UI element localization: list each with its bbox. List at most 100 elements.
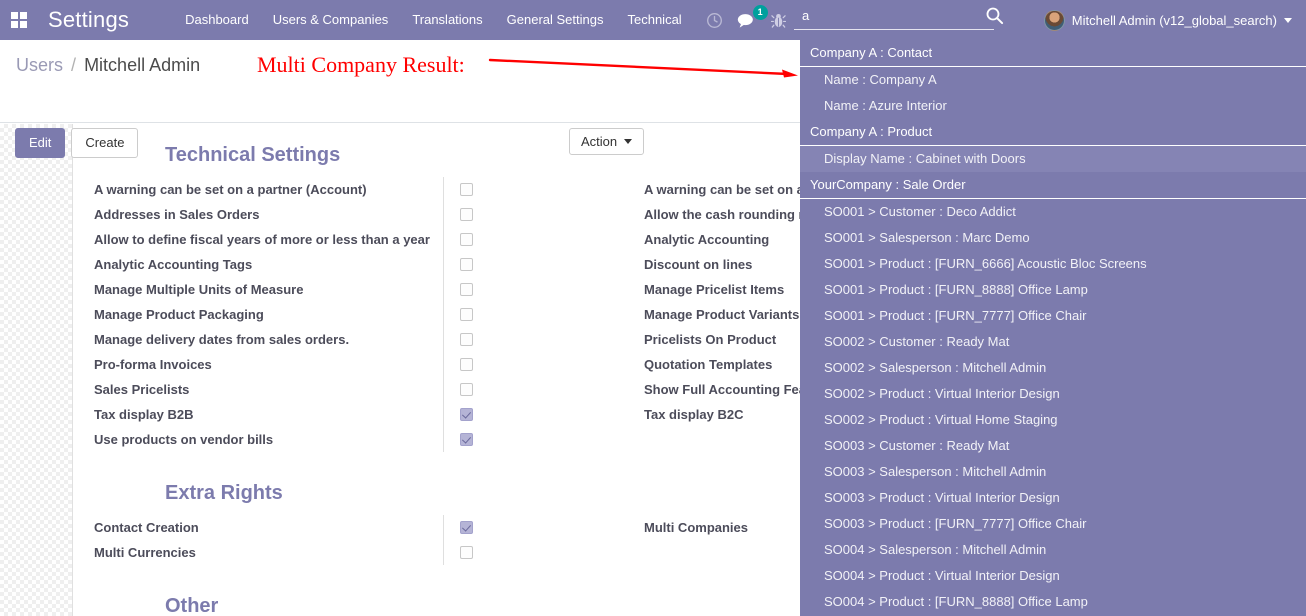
avatar — [1043, 9, 1065, 31]
global-search-input[interactable] — [794, 4, 994, 30]
column-left: A warning can be set on a partner (Accou… — [93, 177, 573, 452]
setting-checkbox[interactable] — [460, 308, 473, 321]
breadcrumb-current: Mitchell Admin — [84, 55, 201, 75]
checkbox-cell — [443, 515, 573, 540]
search-result-group-header[interactable]: Company A : Product — [800, 119, 1306, 146]
search-result-item[interactable]: SO001 > Salesperson : Marc Demo — [824, 230, 1030, 245]
setting-row: Use products on vendor bills — [93, 427, 573, 452]
setting-label: Sales Pricelists — [94, 382, 190, 397]
system-icons: 1 — [706, 4, 786, 29]
section-extra-rights: Contact Creation Multi Currencies Multi … — [73, 515, 1306, 573]
search-result-item[interactable]: SO001 > Product : [FURN_7777] Office Cha… — [824, 308, 1087, 323]
setting-checkbox[interactable] — [460, 283, 473, 296]
setting-checkbox[interactable] — [460, 208, 473, 221]
search-icon[interactable] — [985, 6, 1004, 25]
setting-row: Pro-forma Invoices — [93, 352, 573, 377]
setting-label: Addresses in Sales Orders — [94, 207, 260, 222]
setting-label: Manage Pricelist Items — [644, 282, 785, 297]
user-menu-label: Mitchell Admin (v12_global_search) — [1071, 12, 1277, 28]
setting-label: Pricelists On Product — [644, 332, 777, 347]
setting-checkbox[interactable] — [460, 408, 473, 421]
record-buttons: Edit Create — [15, 128, 139, 158]
setting-label: Manage delivery dates from sales orders. — [94, 332, 350, 347]
menu-item-technical[interactable]: Technical — [627, 12, 682, 27]
apps-grid-icon[interactable] — [4, 0, 34, 40]
setting-label: Manage Multiple Units of Measure — [94, 282, 304, 297]
setting-checkbox[interactable] — [460, 233, 473, 246]
search-result-item[interactable]: SO004 > Product : Virtual Interior Desig… — [824, 568, 1060, 583]
breadcrumb-parent[interactable]: Users — [16, 55, 64, 75]
menu-item-general-settings[interactable]: General Settings — [506, 12, 604, 27]
chevron-down-icon — [1284, 17, 1292, 23]
search-result-item[interactable]: SO001 > Product : [FURN_8888] Office Lam… — [824, 282, 1088, 297]
setting-label: Manage Product Packaging — [94, 307, 264, 322]
menu-item-dashboard[interactable]: Dashboard — [185, 12, 249, 27]
global-search-box — [794, 4, 1032, 34]
search-result-item[interactable]: SO003 > Product : Virtual Interior Desig… — [824, 490, 1060, 505]
setting-row: A warning can be set on a partner (Accou… — [93, 177, 573, 202]
search-result-item[interactable]: SO002 > Customer : Ready Mat — [824, 334, 1010, 349]
search-result-item[interactable]: SO002 > Product : Virtual Interior Desig… — [824, 386, 1060, 401]
setting-label: A warning can be set on a partner (Accou… — [94, 182, 367, 197]
setting-label: Discount on lines — [644, 257, 753, 272]
activity-clock-icon[interactable] — [706, 12, 723, 29]
setting-row: Manage delivery dates from sales orders. — [93, 327, 573, 352]
search-result-item[interactable]: SO003 > Salesperson : Mitchell Admin — [824, 464, 1047, 479]
create-button[interactable]: Create — [71, 128, 139, 158]
setting-checkbox[interactable] — [460, 383, 473, 396]
search-result-item[interactable]: SO002 > Salesperson : Mitchell Admin — [824, 360, 1047, 375]
search-result-group-header[interactable]: Company A : Contact — [800, 40, 1306, 67]
section-title-technical-settings: Technical Settings — [165, 144, 341, 166]
user-menu[interactable]: Mitchell Admin (v12_global_search) — [1038, 0, 1298, 40]
menu-item-translations[interactable]: Translations — [412, 12, 483, 27]
global-search-results-dropdown: Company A : Contact Name : Company A Nam… — [800, 40, 1306, 616]
search-result-group-header[interactable]: YourCompany : Sale Order — [800, 172, 1306, 199]
messaging-bubble-icon[interactable]: 1 — [737, 4, 768, 29]
debug-bug-icon[interactable] — [770, 12, 786, 29]
setting-checkbox[interactable] — [460, 333, 473, 346]
checkbox-cell — [443, 277, 573, 302]
setting-label: Show Full Accounting Features — [644, 382, 838, 397]
search-result-item[interactable]: Display Name : Cabinet with Doors — [800, 146, 1306, 172]
search-result-item[interactable]: SO003 > Product : [FURN_7777] Office Cha… — [824, 516, 1087, 531]
action-dropdown-button[interactable]: Action — [569, 128, 645, 155]
search-result-item[interactable]: Name : Company A — [824, 72, 937, 87]
setting-row: Sales Pricelists — [93, 377, 573, 402]
setting-row: Manage Multiple Units of Measure — [93, 277, 573, 302]
app-brand-title: Settings — [48, 7, 130, 32]
checkbox-cell — [443, 327, 573, 352]
search-result-item[interactable]: SO004 > Product : [FURN_8888] Office Lam… — [824, 594, 1088, 609]
setting-row: Addresses in Sales Orders — [93, 202, 573, 227]
top-navbar: Settings Dashboard Users & Companies Tra… — [0, 0, 1306, 40]
main-menu-bar: Dashboard Users & Companies Translations… — [173, 0, 694, 40]
setting-checkbox[interactable] — [460, 258, 473, 271]
setting-checkbox[interactable] — [460, 521, 473, 534]
breadcrumb: Users / Mitchell Admin — [16, 55, 200, 76]
search-result-item[interactable]: SO001 > Product : [FURN_6666] Acoustic B… — [824, 256, 1147, 271]
setting-checkbox[interactable] — [460, 546, 473, 559]
setting-checkbox[interactable] — [460, 183, 473, 196]
column-left: Contact Creation Multi Currencies — [93, 515, 573, 565]
checkbox-cell — [443, 427, 573, 452]
checkbox-cell — [443, 177, 573, 202]
search-result-item[interactable]: Name : Azure Interior — [824, 98, 947, 113]
caret-down-icon — [624, 139, 633, 144]
setting-checkbox[interactable] — [460, 433, 473, 446]
search-result-item[interactable]: SO002 > Product : Virtual Home Staging — [824, 412, 1058, 427]
search-result-item[interactable]: SO001 > Customer : Deco Addict — [824, 204, 1016, 219]
menu-item-users-companies[interactable]: Users & Companies — [272, 12, 389, 27]
setting-label: Tax display B2C — [644, 407, 744, 422]
checkbox-cell — [443, 302, 573, 327]
search-result-item[interactable]: SO003 > Customer : Ready Mat — [824, 438, 1010, 453]
setting-row: Contact Creation — [93, 515, 573, 540]
edit-button[interactable]: Edit — [15, 128, 66, 158]
setting-row: Tax display B2B — [93, 402, 573, 427]
setting-checkbox[interactable] — [460, 358, 473, 371]
setting-label: Tax display B2B — [94, 407, 194, 422]
breadcrumb-separator: / — [71, 55, 77, 75]
search-result-item[interactable]: SO004 > Salesperson : Mitchell Admin — [824, 542, 1047, 557]
checkbox-cell — [443, 540, 573, 565]
setting-label: Contact Creation — [94, 520, 199, 535]
setting-row: Analytic Accounting Tags — [93, 252, 573, 277]
